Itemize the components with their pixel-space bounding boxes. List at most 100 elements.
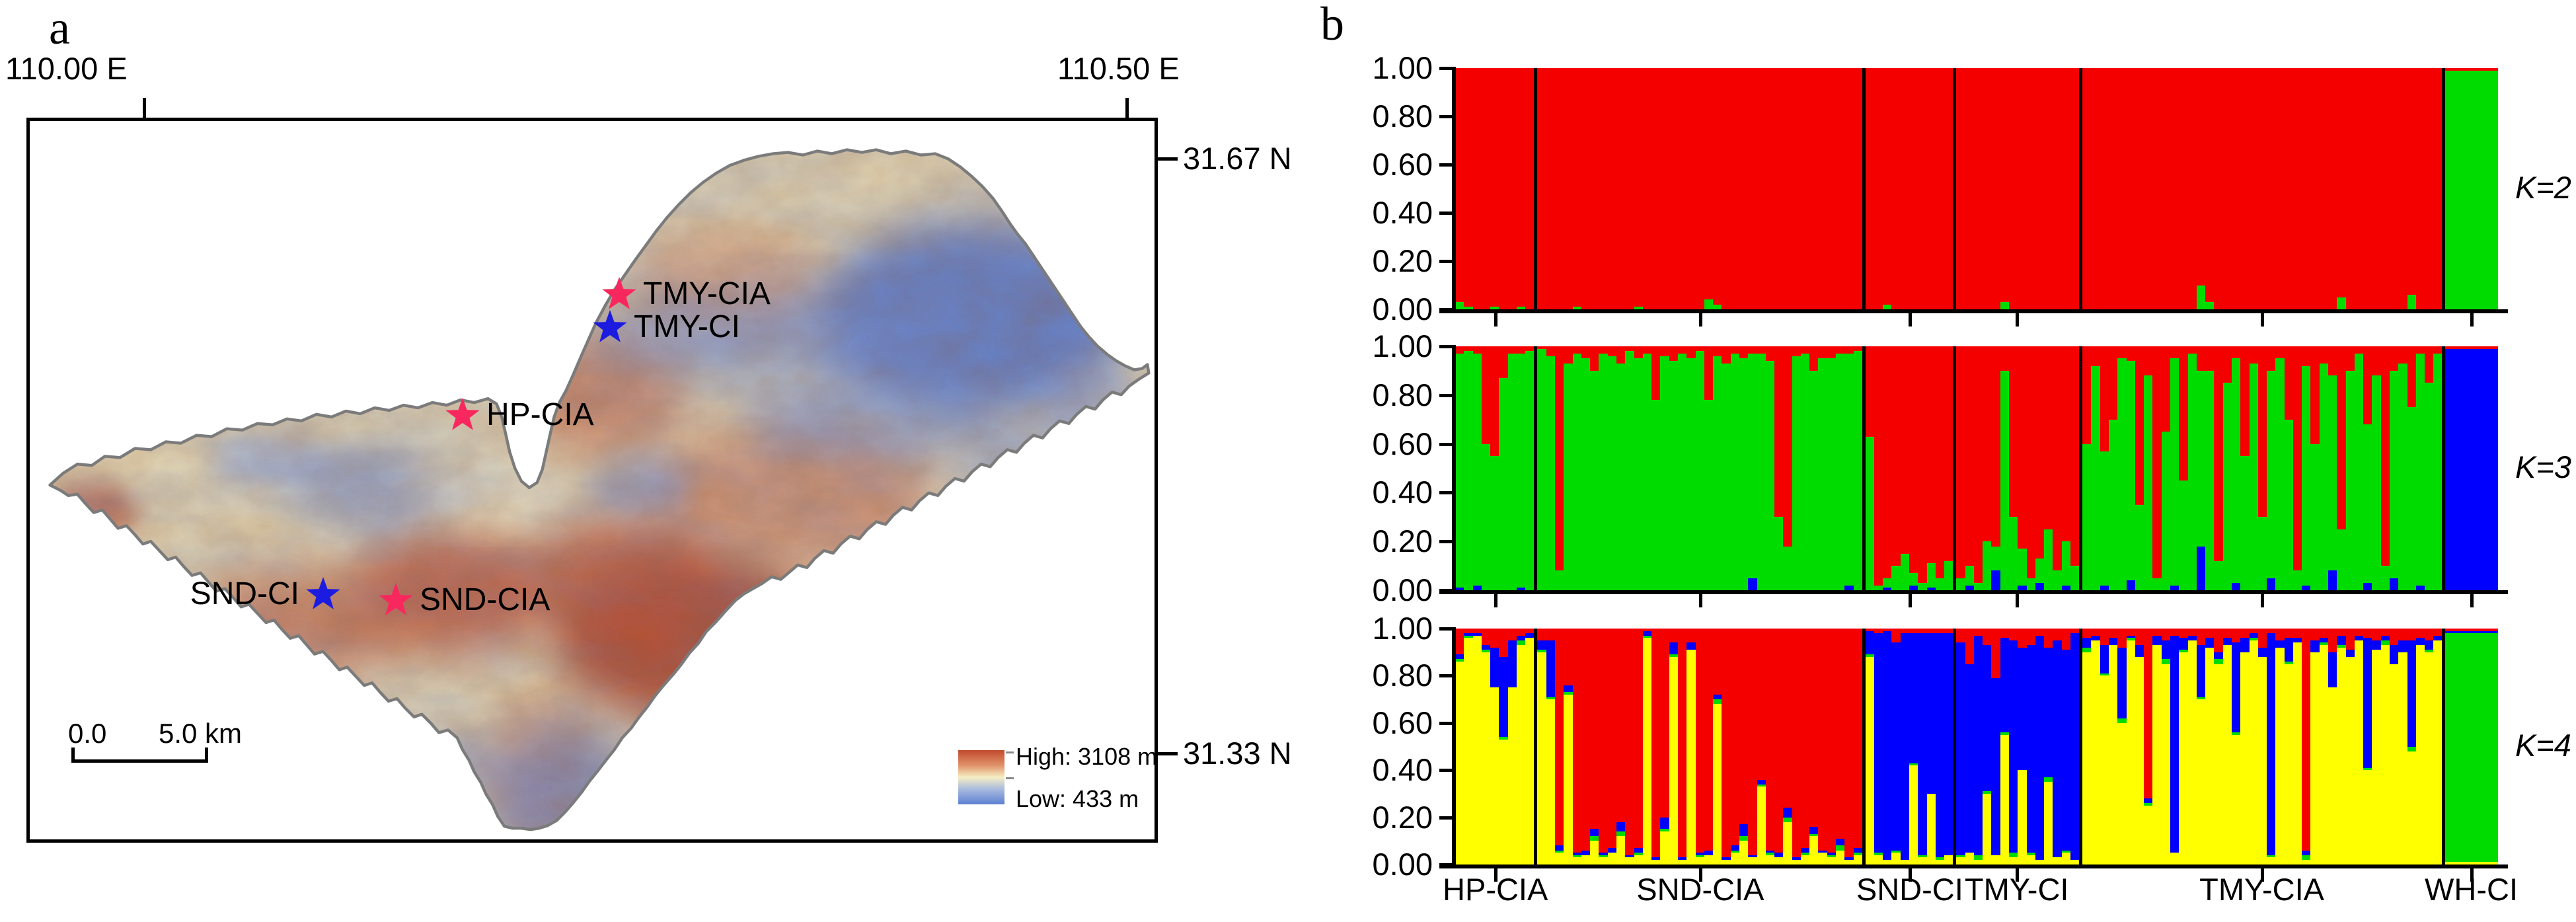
individual-bar	[2231, 346, 2241, 590]
admixture-segment	[1918, 633, 1927, 855]
admixture-segment	[1818, 358, 1827, 590]
admixture-segment	[1809, 346, 1819, 371]
admixture-segment	[2249, 629, 2258, 634]
individual-bar	[1874, 68, 1883, 309]
admixture-segment	[2480, 862, 2489, 864]
admixture-segment	[2267, 578, 2276, 590]
individual-bar	[2398, 68, 2407, 309]
admixture-segment	[1525, 346, 1534, 352]
individual-bar	[1748, 629, 1757, 864]
individual-bar	[1660, 629, 1669, 864]
admixture-segment	[2363, 424, 2372, 583]
individual-bar	[2152, 346, 2162, 590]
individual-bar	[2170, 346, 2179, 590]
scalebar-tick-left	[71, 748, 75, 759]
admixture-segment	[1490, 687, 1499, 864]
admixture-segment	[2380, 566, 2390, 590]
y-tick-label: 0.20	[1372, 523, 1433, 559]
admixture-segment	[1607, 629, 1616, 849]
longitude-tick-left	[143, 98, 146, 118]
admixture-segment	[2415, 638, 2425, 645]
admixture-segment	[2196, 546, 2206, 590]
individual-bar	[1686, 629, 1696, 864]
individual-bar	[1499, 629, 1508, 864]
admixture-segment	[2018, 549, 2027, 586]
admixture-segment	[2363, 638, 2372, 768]
admixture-segment	[2082, 629, 2092, 638]
admixture-segment	[2302, 346, 2311, 366]
admixture-segment	[2144, 798, 2153, 804]
admixture-segment	[2018, 629, 2027, 648]
admixture-segment	[2398, 629, 2407, 640]
admixture-segment	[2222, 346, 2232, 383]
individual-bar	[1774, 68, 1784, 309]
snd-cia-site-label: SND-CIA	[420, 582, 550, 617]
individual-bar	[1739, 68, 1749, 309]
individual-bar	[2337, 346, 2346, 590]
individual-bar	[1625, 346, 1634, 590]
population-tick	[2260, 594, 2264, 607]
x-axis	[1439, 864, 2508, 868]
scalebar-end-label: 5.0 km	[159, 718, 243, 749]
admixture-segment	[1757, 354, 1766, 590]
admixture-segment	[2267, 857, 2276, 864]
admixture-segment	[1686, 629, 1696, 643]
individual-bar	[2425, 346, 2434, 590]
admixture-segment	[1481, 652, 1491, 864]
admixture-segment	[2267, 370, 2276, 578]
admixture-segment	[1464, 346, 1473, 352]
individual-bar	[1695, 346, 1704, 590]
admixture-segment	[2231, 732, 2241, 735]
admixture-segment	[1944, 855, 1953, 864]
admixture-segment	[2196, 285, 2206, 309]
individual-bar	[2009, 346, 2018, 590]
admixture-segment	[2231, 734, 2241, 864]
individual-bar	[1774, 629, 1784, 864]
admixture-segment	[1572, 629, 1581, 853]
individual-bar	[1537, 346, 1546, 590]
y-tick	[1439, 769, 1452, 773]
y-tick	[1439, 345, 1452, 348]
admixture-segment	[1472, 633, 1482, 636]
admixture-segment	[1625, 68, 1634, 309]
admixture-segment	[1774, 853, 1784, 858]
admixture-segment	[1695, 857, 1704, 864]
individual-bar	[1555, 629, 1564, 864]
admixture-segment	[1625, 346, 1634, 352]
population-tick	[2015, 868, 2019, 882]
admixture-segment	[1918, 855, 1927, 858]
individual-bar	[2257, 346, 2267, 590]
admixture-segment	[2415, 629, 2425, 638]
individual-bar	[2310, 346, 2320, 590]
admixture-segment	[2100, 585, 2109, 590]
admixture-segment	[1677, 857, 1687, 860]
admixture-segment	[2407, 746, 2416, 751]
admixture-segment	[1827, 855, 1837, 858]
admixture-segment	[1651, 859, 1661, 864]
admixture-segment	[1507, 629, 1517, 640]
admixture-segment	[1800, 855, 1810, 864]
admixture-segment	[1516, 588, 1526, 590]
admixture-segment	[2035, 68, 2045, 309]
individual-bar	[2380, 346, 2390, 590]
y-tick-label: 0.60	[1372, 147, 1433, 182]
admixture-segment	[2319, 346, 2329, 364]
admixture-segment	[2363, 770, 2372, 864]
admixture-segment	[1607, 68, 1616, 309]
admixture-segment	[1669, 642, 1678, 655]
admixture-segment	[1792, 859, 1801, 864]
admixture-segment	[1599, 346, 1608, 354]
admixture-segment	[1525, 68, 1534, 309]
admixture-segment	[1572, 346, 1581, 354]
admixture-segment	[2372, 68, 2381, 309]
individual-bar	[1642, 629, 1652, 864]
individual-bar	[2445, 629, 2454, 864]
admixture-segment	[2275, 68, 2285, 309]
individual-bar	[1472, 68, 1482, 309]
admixture-segment	[2319, 629, 2329, 638]
admixture-segment	[2170, 68, 2179, 309]
admixture-segment	[2061, 585, 2070, 590]
admixture-segment	[1481, 645, 1491, 650]
admixture-segment	[2044, 647, 2053, 777]
snd-ci-star-icon	[306, 577, 340, 609]
